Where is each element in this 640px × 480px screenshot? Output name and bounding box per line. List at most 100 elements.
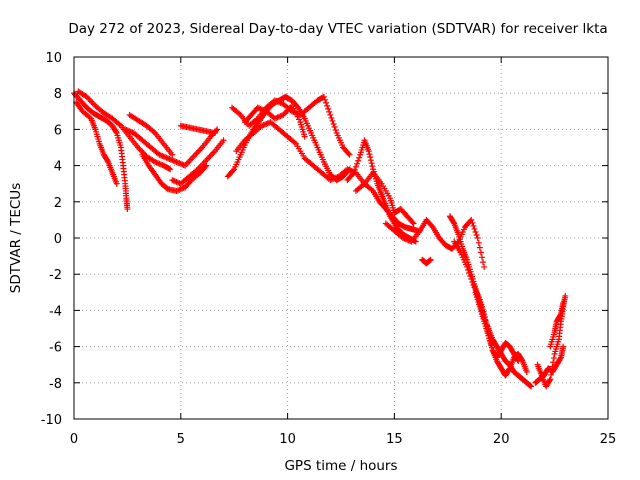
data-point [124, 206, 131, 213]
data-point [467, 273, 474, 280]
data-point [355, 157, 362, 164]
data-point [325, 105, 332, 112]
y-tick-label: 4 [54, 160, 62, 175]
data-point [327, 111, 334, 118]
data-point [478, 254, 485, 261]
data-point [349, 171, 356, 178]
data-point [550, 355, 557, 362]
data-point [328, 114, 335, 121]
y-tick-label: -6 [49, 341, 62, 356]
data-point [528, 383, 535, 390]
y-tick-label: 6 [54, 123, 62, 138]
data-point [428, 222, 435, 229]
data-point [211, 130, 218, 137]
data-point [230, 167, 237, 174]
data-point [427, 257, 433, 264]
data-point [104, 157, 111, 164]
plot-frame [73, 56, 609, 420]
data-point [468, 276, 475, 283]
data-point [549, 363, 556, 370]
data-point [548, 367, 555, 374]
data-point [326, 108, 333, 115]
y-tick-label: 0 [54, 232, 62, 247]
data-point [351, 166, 358, 173]
data-point [562, 292, 569, 299]
y-axis: 10 8 6 4 2 0 -2 -4 -6 -8 -10 [41, 51, 608, 428]
data-point [477, 249, 484, 256]
data-point [472, 228, 479, 235]
x-tick-label: 0 [70, 432, 78, 447]
y-tick-label: -8 [49, 377, 62, 392]
data-point [330, 120, 337, 127]
data-point [167, 166, 174, 173]
data-point [523, 368, 530, 375]
data-point [323, 99, 330, 106]
x-tick-label: 5 [177, 432, 185, 447]
data-point [473, 231, 480, 238]
data-point [466, 269, 473, 276]
data-point [294, 103, 301, 110]
grid [74, 57, 608, 419]
data-point [345, 150, 352, 157]
data-point [481, 263, 488, 270]
data-point [557, 355, 564, 362]
data-point [220, 137, 227, 144]
data-point [560, 300, 567, 307]
data-point [409, 219, 416, 226]
data-point [366, 151, 373, 158]
data-point [470, 222, 477, 229]
data-point [350, 169, 357, 176]
data-point [450, 219, 457, 226]
y-tick-label: -4 [49, 304, 62, 319]
data-point [113, 128, 120, 135]
data-point [560, 343, 567, 350]
data-point [464, 263, 471, 270]
data-point [514, 356, 521, 363]
y-tick-label: 10 [45, 51, 62, 66]
y-tick-label: -10 [41, 413, 62, 428]
y-axis-label: SDTVAR / TECUs [8, 183, 24, 293]
data-point [169, 151, 176, 158]
x-tick-label: 20 [493, 432, 510, 447]
data-point [324, 102, 331, 109]
data-point [369, 163, 376, 170]
data-point [548, 371, 555, 378]
data-point [547, 376, 554, 383]
x-axis: 0 5 10 15 20 25 [70, 57, 616, 447]
data-point [329, 117, 336, 124]
data-point [475, 239, 482, 246]
data-point [346, 151, 353, 158]
data-point [469, 279, 476, 286]
data-point [356, 154, 363, 161]
data-point [166, 165, 173, 172]
data-point [465, 266, 472, 273]
data-point [295, 116, 302, 123]
data-point [352, 163, 359, 170]
data-point [468, 216, 475, 223]
chart-title: Day 272 of 2023, Sidereal Day-to-day VTE… [68, 21, 607, 37]
data-point [113, 180, 120, 187]
x-tick-label: 25 [600, 432, 617, 447]
data-point [320, 93, 327, 100]
data-point [214, 126, 221, 133]
data-point [427, 256, 434, 263]
data-points [71, 88, 569, 390]
data-point [515, 358, 522, 365]
data-point [367, 157, 374, 164]
data-point [301, 133, 308, 140]
data-point [365, 148, 372, 155]
data-point [354, 160, 361, 167]
data-point [410, 220, 417, 227]
data-point [321, 96, 328, 103]
data-point [557, 312, 564, 319]
x-axis-label: GPS time / hours [284, 458, 397, 474]
y-tick-label: 2 [54, 196, 62, 211]
data-point [202, 163, 209, 170]
x-tick-label: 15 [386, 432, 403, 447]
data-point [469, 219, 476, 226]
data-point [368, 160, 375, 167]
y-tick-label: -2 [49, 268, 62, 283]
data-point [476, 244, 483, 251]
y-tick-label: 8 [54, 87, 62, 102]
